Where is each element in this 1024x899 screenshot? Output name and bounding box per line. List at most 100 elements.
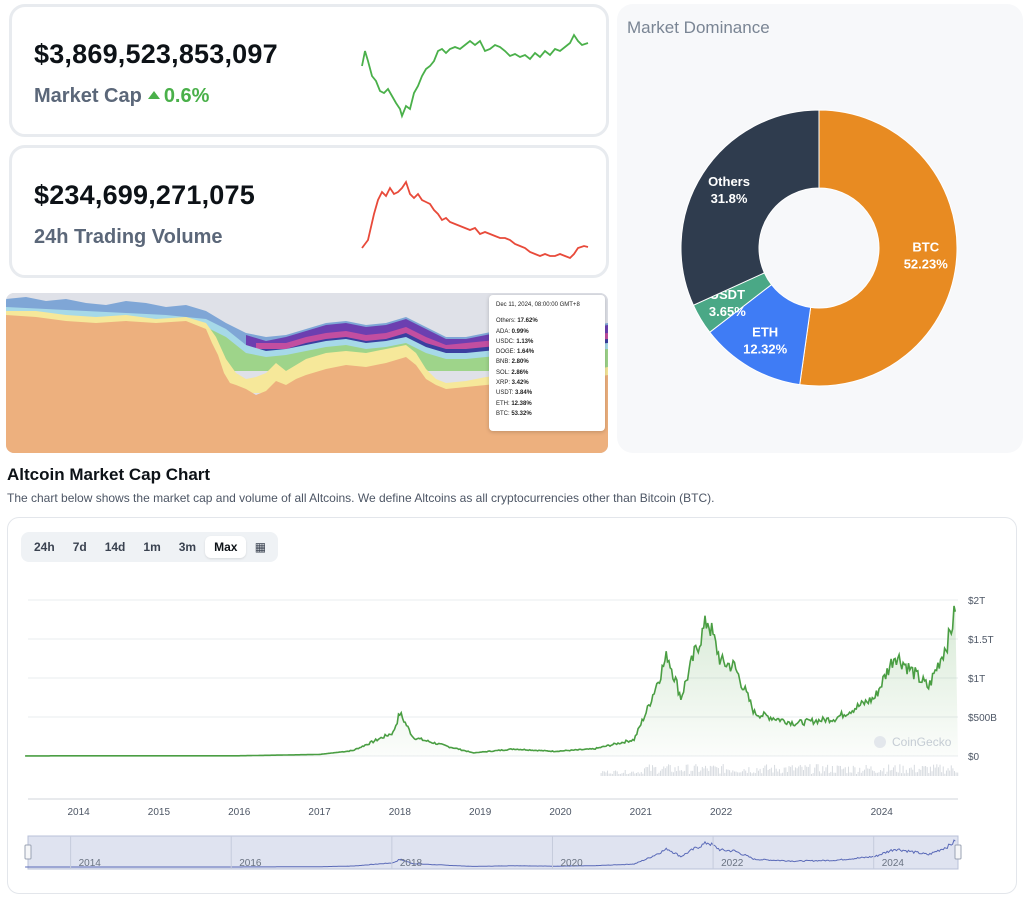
volume-bar xyxy=(705,765,707,776)
volume-bar xyxy=(642,773,644,776)
volume-bar xyxy=(854,767,856,776)
tab-7d[interactable]: 7d xyxy=(72,540,87,554)
volume-bar xyxy=(782,772,784,776)
volume-bar xyxy=(629,773,631,776)
dominance-value-usdt: 3.65% xyxy=(709,304,746,319)
volume-bar xyxy=(806,766,808,776)
volume-bar xyxy=(652,765,654,776)
volume-bar xyxy=(693,765,695,776)
volume-bar xyxy=(852,765,854,776)
x-tick-label: 2015 xyxy=(148,807,171,818)
volume-bar xyxy=(939,764,941,776)
volume-bar xyxy=(790,766,792,776)
volume-bar xyxy=(777,771,779,776)
tooltip-row-value: 1.64% xyxy=(517,349,535,356)
volume-bar xyxy=(872,770,874,776)
volume-bar xyxy=(909,768,911,776)
x-tick-label: 2018 xyxy=(389,807,412,818)
volume-bar xyxy=(828,773,830,776)
navigator-left-handle[interactable] xyxy=(24,844,32,860)
calendar-icon[interactable]: ▦ xyxy=(254,540,267,554)
x-tick-label: 2017 xyxy=(308,807,331,818)
tooltip-row-value: 3.84% xyxy=(515,390,533,397)
tab-max[interactable]: Max xyxy=(205,536,247,558)
volume-bar xyxy=(947,768,949,776)
volume-bar xyxy=(936,764,938,776)
tab-14d[interactable]: 14d xyxy=(104,540,126,554)
volume-bar xyxy=(713,765,715,776)
tab-24h[interactable]: 24h xyxy=(34,540,55,554)
volume-bar xyxy=(766,764,768,776)
altcoin-market-cap-chart[interactable]: $0 $500B $1T $1.5T $2T CoinGecko 2014 2015 2016 2… xyxy=(8,518,1018,895)
tab-3m[interactable]: 3m xyxy=(178,540,197,554)
navigator-right-handle[interactable] xyxy=(954,844,962,860)
volume-bar xyxy=(844,767,846,776)
volume-bar xyxy=(621,773,623,776)
volume-bar xyxy=(857,771,859,776)
volume-bar xyxy=(811,773,813,776)
volume-bar xyxy=(836,765,838,776)
navigator-range[interactable] xyxy=(27,835,959,870)
volume-bar xyxy=(709,765,711,776)
volume-bar xyxy=(913,764,915,776)
volume-bar xyxy=(711,766,713,776)
volume-bar xyxy=(950,765,952,776)
volume-bar xyxy=(803,770,804,776)
volume-bar xyxy=(794,767,796,776)
trading-volume-card: $234,699,271,075 24h Trading Volume xyxy=(9,145,609,278)
tooltip-row-name: ETH: xyxy=(496,400,512,407)
stacked-dominance-chart[interactable]: Dec 11, 2024, 08:00:00 GMT+8 Others: 17.… xyxy=(6,293,608,453)
volume-bar xyxy=(953,771,955,776)
volume-bar xyxy=(749,772,751,776)
volume-bar xyxy=(897,772,899,776)
volume-bar xyxy=(700,770,702,776)
volume-bar xyxy=(727,769,729,776)
volume-bar xyxy=(884,773,886,776)
volume-bar xyxy=(616,771,618,776)
y-tick-label: $500B xyxy=(968,713,997,724)
tooltip-row-doge: DOGE: 1.64% xyxy=(496,347,598,357)
dominance-label-others: Others xyxy=(708,174,750,189)
volume-bar xyxy=(945,770,947,776)
volume-bar xyxy=(921,765,923,776)
tooltip-row-value: 2.86% xyxy=(511,369,529,376)
volume-bar xyxy=(635,772,637,776)
volume-bar xyxy=(610,773,612,776)
tooltip-date: Dec 11, 2024, 08:00:00 GMT+8 xyxy=(496,302,580,308)
volume-bar xyxy=(730,772,732,776)
tooltip-row-usdc: USDC: 1.13% xyxy=(496,337,598,347)
volume-bar xyxy=(801,766,803,776)
volume-bar xyxy=(655,766,657,776)
volume-bar xyxy=(820,773,822,776)
tooltip-row-value: 3.42% xyxy=(511,380,529,387)
volume-bar xyxy=(892,767,894,776)
tab-1m[interactable]: 1m xyxy=(143,540,161,554)
tooltip-row-btc: BTC: 53.32% xyxy=(496,409,598,419)
volume-bar xyxy=(907,772,909,776)
dominance-slice-btc[interactable] xyxy=(799,109,958,387)
tooltip-row-value: 53.32% xyxy=(511,410,532,417)
x-tick-label: 2020 xyxy=(549,807,572,818)
tooltip-row-name: SOL: xyxy=(496,369,512,376)
volume-bar xyxy=(883,768,885,776)
tooltip-row-eth: ETH: 12.38% xyxy=(496,399,598,409)
volume-bar xyxy=(756,768,758,776)
dominance-slice-others[interactable] xyxy=(680,109,820,306)
volume-bar xyxy=(804,765,806,776)
volume-bar xyxy=(764,765,766,776)
volume-bar xyxy=(793,770,795,776)
x-tick-label: 2024 xyxy=(871,807,894,818)
volume-bar xyxy=(664,768,666,776)
volume-bar xyxy=(862,770,864,776)
volume-bar xyxy=(674,767,676,776)
volume-bar xyxy=(758,770,760,776)
volume-bar xyxy=(876,772,878,776)
volume-bar xyxy=(759,768,761,776)
volume-bar xyxy=(830,771,832,776)
dominance-value-eth: 12.32% xyxy=(743,341,788,356)
volume-bar xyxy=(920,769,922,776)
tooltip-row-name: USDC: xyxy=(496,338,517,345)
altcoin-market-cap-line xyxy=(25,605,957,757)
volume-bar xyxy=(698,771,700,776)
